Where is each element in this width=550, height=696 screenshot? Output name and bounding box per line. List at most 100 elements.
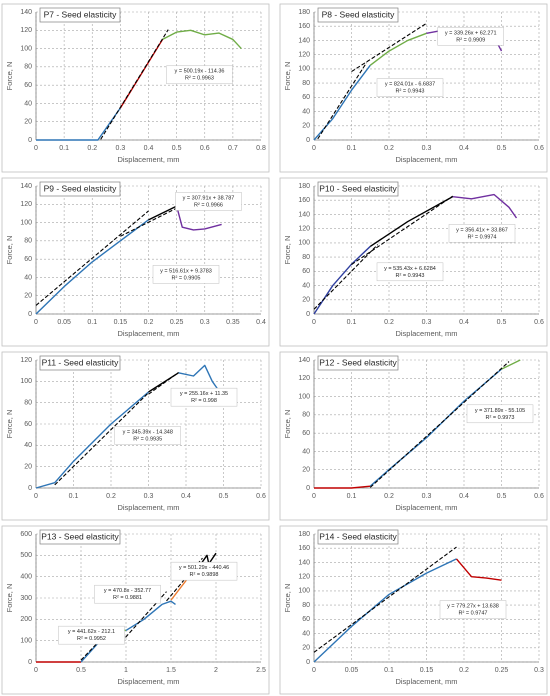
- y-tick-label: 20: [24, 464, 32, 471]
- x-tick-label: 1: [124, 667, 128, 674]
- x-tick-label: 0.2: [87, 145, 97, 152]
- x-tick-label: 0: [34, 493, 38, 500]
- y-tick-label: 0: [306, 311, 310, 318]
- annotation: y = 339.26x + 62.271: [445, 30, 497, 36]
- chart-title: P8 - Seed elasticity: [322, 9, 396, 19]
- x-tick-label: 0.1: [347, 319, 357, 326]
- y-tick-label: 20: [24, 119, 32, 126]
- y-tick-label: 160: [298, 545, 310, 552]
- y-tick-label: 60: [24, 82, 32, 89]
- annotation: y = 535.43x + 6.6284: [384, 266, 436, 272]
- annotation: y = 500.19x - 114.36: [175, 69, 225, 75]
- x-axis-label: Displacement, mm: [395, 677, 457, 686]
- fit-line: [313, 244, 379, 310]
- chart-panel: 0 20 40 60 80 100 120 140 0 0.1 0.2 0.3 0.4 0.5 0.6 Dis…: [279, 351, 548, 521]
- annotation: R² = 0.998: [191, 398, 217, 404]
- y-tick-label: 180: [298, 531, 310, 538]
- x-tick-label: 0.2: [144, 319, 154, 326]
- annotation: y = 371.89x - 55.105: [475, 408, 525, 414]
- fit-line: [369, 361, 510, 488]
- x-tick-label: 0.35: [226, 319, 240, 326]
- annotation-box: [170, 387, 238, 407]
- x-tick-label: 1.5: [166, 667, 176, 674]
- x-tick-label: 0.2: [384, 493, 394, 500]
- data-line: [35, 391, 149, 489]
- annotation-box: [175, 192, 242, 211]
- data-line: [369, 368, 502, 487]
- data-line: [313, 64, 371, 141]
- panel-border: [279, 177, 548, 347]
- x-tick-label: 0.5: [497, 493, 507, 500]
- fit-line: [317, 62, 367, 140]
- annotation: y = 516.61x + 9.3783: [160, 268, 212, 274]
- x-tick-label: 0.4: [459, 493, 469, 500]
- x-tick-label: 0.6: [256, 493, 266, 500]
- y-tick-label: 0: [28, 659, 32, 666]
- y-tick-label: 100: [20, 378, 32, 385]
- y-tick-label: 120: [298, 375, 310, 382]
- x-tick-label: 0.6: [534, 493, 544, 500]
- data-line: [35, 219, 149, 315]
- fit-line: [148, 372, 179, 395]
- data-line: [369, 196, 454, 248]
- y-tick-label: 20: [302, 297, 310, 304]
- title-box: [39, 181, 121, 197]
- title-box: [39, 355, 121, 371]
- x-tick-label: 0.6: [534, 145, 544, 152]
- y-tick-label: 40: [24, 100, 32, 107]
- x-tick-label: 0: [312, 493, 316, 500]
- annotation-box: [448, 224, 516, 243]
- y-tick-label: 120: [298, 574, 310, 581]
- annotation: R² = 0.9909: [456, 37, 485, 43]
- chart-title: P12 - Seed elasticity: [319, 357, 397, 367]
- title-box: [317, 7, 399, 23]
- annotation-box: [376, 262, 444, 282]
- annotation-box: [466, 404, 534, 424]
- annotation-box: [94, 584, 161, 604]
- annotation: y = 307.91x + 38.787: [183, 195, 235, 201]
- y-tick-label: 20: [302, 467, 310, 474]
- annotation-box: [114, 426, 181, 445]
- fit-line: [120, 207, 177, 237]
- annotation: y = 779.27x + 13.638: [447, 604, 499, 610]
- annotation: R² = 0.9881: [113, 595, 142, 601]
- y-tick-label: 40: [302, 108, 310, 115]
- annotation-box: [152, 265, 220, 284]
- y-tick-label: 40: [24, 274, 32, 281]
- data-line: [162, 29, 242, 50]
- x-axis-label: Displacement, mm: [395, 503, 457, 512]
- y-tick-label: 140: [298, 211, 310, 218]
- x-tick-label: 0: [34, 319, 38, 326]
- data-line: [501, 359, 521, 370]
- annotation: R² = 0.9963: [185, 76, 214, 82]
- x-tick-label: 0.2: [384, 145, 394, 152]
- y-tick-label: 0: [28, 137, 32, 144]
- y-tick-label: 40: [302, 630, 310, 637]
- x-tick-label: 0.5: [497, 319, 507, 326]
- panel-border: [1, 3, 270, 173]
- annotation: R² = 0.9898: [190, 572, 219, 578]
- x-tick-label: 0.6: [200, 145, 210, 152]
- x-axis-label: Displacement, mm: [117, 155, 179, 164]
- fit-line: [351, 195, 454, 266]
- y-tick-label: 140: [298, 357, 310, 364]
- fit-line: [313, 546, 457, 653]
- panel-border: [279, 351, 548, 521]
- y-tick-label: 500: [20, 552, 32, 559]
- chart-title: P14 - Seed elasticity: [319, 531, 397, 541]
- x-axis-label: Displacement, mm: [117, 677, 179, 686]
- x-tick-label: 0.3: [200, 319, 210, 326]
- title-box: [317, 181, 399, 197]
- chart-title: P10 - Seed elasticity: [319, 183, 397, 193]
- y-tick-label: 160: [298, 197, 310, 204]
- y-tick-label: 0: [306, 137, 310, 144]
- x-tick-label: 2.5: [256, 667, 266, 674]
- annotation-box: [58, 625, 125, 645]
- annotation: R² = 0.9966: [194, 202, 223, 208]
- y-axis-label: Force, N: [283, 62, 292, 91]
- x-tick-label: 0: [34, 145, 38, 152]
- x-tick-label: 0.2: [106, 493, 116, 500]
- x-tick-label: 0.15: [114, 319, 128, 326]
- x-tick-label: 0: [312, 145, 316, 152]
- annotation-box: [376, 78, 444, 97]
